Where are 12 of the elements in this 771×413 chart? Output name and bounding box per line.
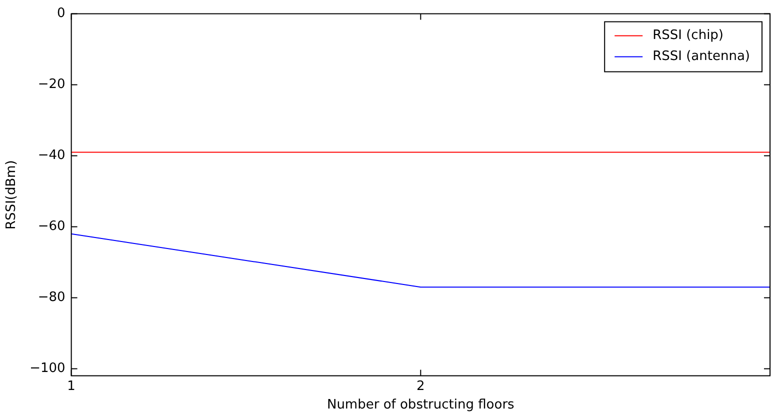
y-axis-title: RSSI(dBm) bbox=[4, 160, 20, 230]
y-tick-label: 0 bbox=[57, 6, 66, 22]
legend-label: RSSI (chip) bbox=[652, 28, 724, 44]
legend-label: RSSI (antenna) bbox=[652, 49, 750, 64]
x-tick-label: 2 bbox=[416, 378, 425, 394]
y-tick-label: −100 bbox=[30, 361, 66, 376]
y-tick-label: −40 bbox=[38, 148, 66, 164]
x-axis-title: Number of obstructing floors bbox=[326, 398, 515, 413]
y-tick-label: −80 bbox=[38, 290, 66, 306]
x-tick-label: 1 bbox=[67, 378, 76, 394]
y-tick-label: −20 bbox=[38, 77, 66, 92]
y-tick-label: −60 bbox=[38, 219, 66, 234]
